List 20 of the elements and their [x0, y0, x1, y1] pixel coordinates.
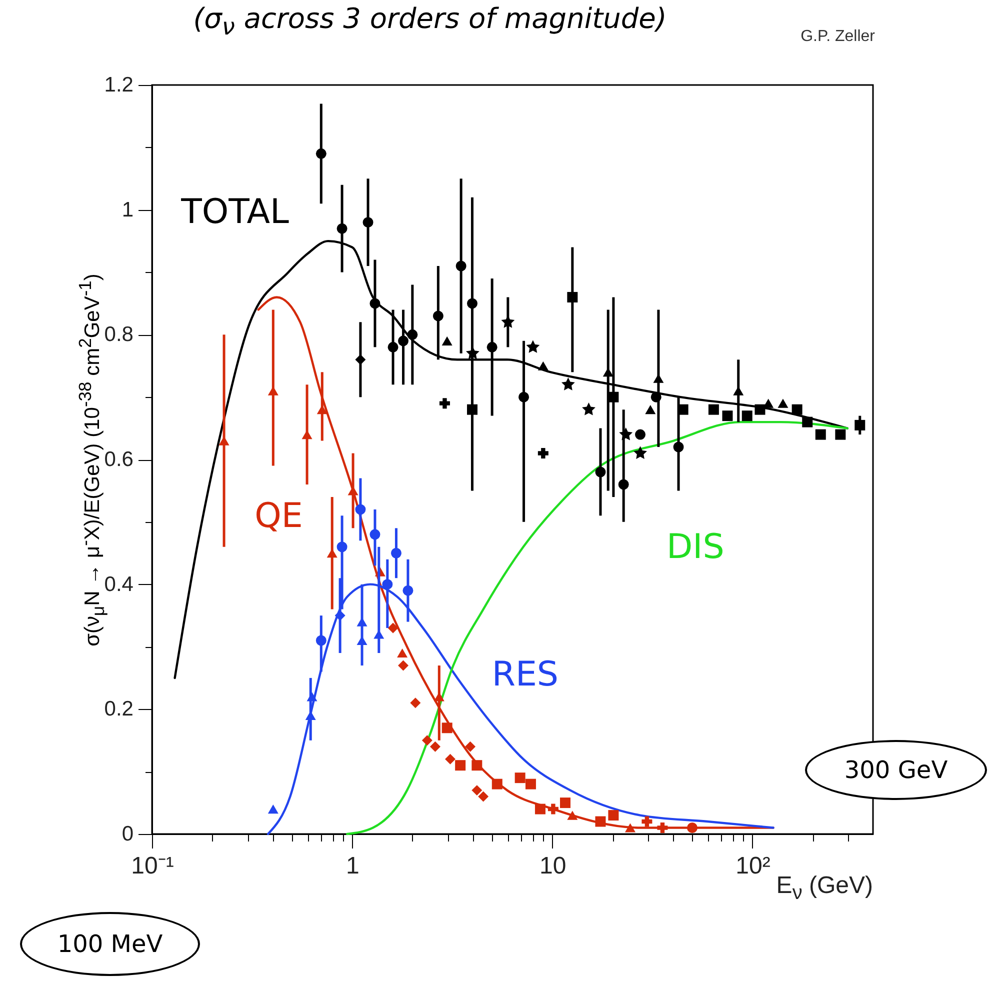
speech-bubble: 100 MeV: [20, 912, 200, 976]
series-label: RES: [492, 654, 559, 694]
x-tick-label: 10²: [736, 852, 770, 880]
series-label: TOTAL: [180, 192, 290, 232]
x-tick-label: 1: [346, 852, 360, 880]
series-label: QE: [254, 496, 303, 536]
chart-title: (σ$_{ν}$ across 3 orders of magnitude): [193, 2, 667, 41]
x-axis-title: E$_{ν}$ (GeV): [776, 872, 873, 905]
y-tick-label: 1: [122, 198, 134, 222]
y-tick-label: 0.6: [104, 448, 134, 471]
text: DIS: [666, 527, 724, 568]
y-tick-label: 0: [122, 822, 134, 846]
y-tick-label: 0.2: [104, 698, 134, 721]
annotation: 300 GeV: [844, 756, 948, 784]
text: G.P. Zeller: [800, 28, 875, 46]
x-tick-label: 10⁻¹: [131, 852, 174, 880]
y-tick-label: 1.2: [104, 74, 134, 96]
y-tick-label: 0.8: [104, 323, 134, 346]
speech-bubble: 300 GeV: [805, 740, 987, 800]
x-tick-label: 10: [539, 852, 566, 880]
